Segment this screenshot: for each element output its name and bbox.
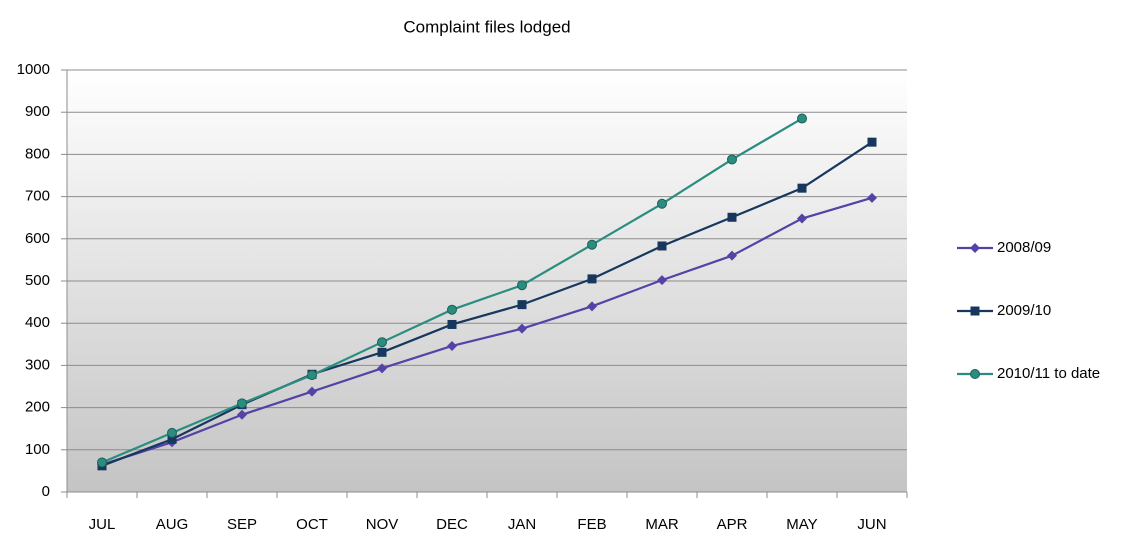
y-tick-label: 0 — [42, 483, 50, 500]
data-point — [797, 113, 807, 124]
data-point — [657, 241, 667, 251]
x-tick-label: SEP — [227, 516, 257, 533]
x-tick-label: APR — [717, 516, 748, 533]
legend-label: 2010/11 to date — [997, 365, 1100, 382]
data-point — [797, 213, 807, 224]
y-tick-label: 400 — [25, 314, 50, 331]
data-point — [657, 198, 667, 209]
x-tick-label: JUL — [89, 516, 116, 533]
data-point — [377, 363, 387, 374]
data-point — [377, 337, 387, 348]
data-point — [797, 183, 807, 193]
chart-title: Complaint files lodged — [403, 17, 570, 36]
legend-marker — [970, 369, 980, 379]
data-point — [307, 370, 317, 381]
legend-marker — [970, 306, 980, 316]
data-point — [167, 427, 177, 438]
data-point — [447, 340, 457, 351]
x-tick-label: DEC — [436, 516, 468, 533]
x-tick-label: MAY — [786, 516, 817, 533]
y-tick-label: 300 — [25, 356, 50, 373]
y-tick-label: 900 — [25, 103, 50, 120]
y-tick-label: 100 — [25, 441, 50, 458]
data-point — [867, 192, 877, 203]
y-tick-label: 1000 — [17, 61, 50, 78]
y-tick-label: 200 — [25, 399, 50, 416]
data-point — [307, 386, 317, 397]
data-point — [867, 137, 877, 147]
legend-label: 2009/10 — [997, 302, 1051, 319]
data-point — [167, 434, 177, 444]
data-point — [657, 275, 667, 286]
x-tick-label: OCT — [296, 516, 328, 533]
series-line — [101, 141, 873, 467]
legend-label: 2008/09 — [997, 239, 1051, 256]
data-point — [517, 300, 527, 310]
x-tick-label: AUG — [156, 516, 189, 533]
data-point — [447, 319, 457, 329]
y-tick-label: 600 — [25, 230, 50, 247]
data-point — [587, 239, 597, 250]
x-tick-label: MAR — [645, 516, 679, 533]
x-tick-label: NOV — [366, 516, 399, 533]
data-point — [517, 323, 527, 334]
data-point — [237, 398, 247, 409]
data-point — [447, 304, 457, 315]
data-point — [237, 409, 247, 420]
data-point — [727, 212, 737, 222]
x-tick-label: JUN — [857, 516, 886, 533]
x-tick-label: FEB — [577, 516, 606, 533]
data-point — [587, 301, 597, 312]
legend-marker — [970, 243, 980, 253]
y-tick-label: 800 — [25, 145, 50, 162]
data-point — [727, 154, 737, 165]
y-tick-label: 700 — [25, 188, 50, 205]
data-point — [97, 457, 107, 468]
data-point — [727, 250, 737, 261]
series-line — [101, 196, 873, 466]
data-point — [587, 274, 597, 284]
data-point — [377, 347, 387, 357]
data-point — [517, 280, 527, 291]
x-tick-label: JAN — [508, 516, 536, 533]
y-tick-label: 500 — [25, 272, 50, 289]
